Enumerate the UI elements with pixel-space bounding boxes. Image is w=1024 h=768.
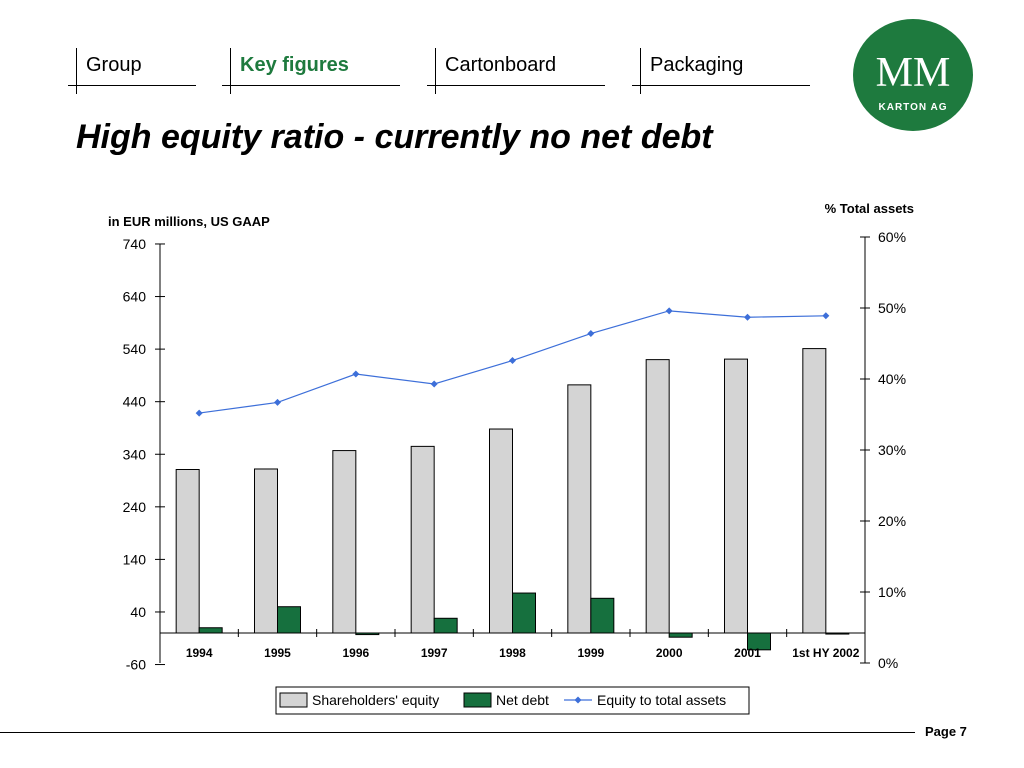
bar-equity-1999 xyxy=(567,384,592,634)
chart-bars xyxy=(175,348,850,651)
point-equity-ratio-1995 xyxy=(274,398,281,406)
bar-equity-1995 xyxy=(254,468,278,634)
y2-tick-label: 10% xyxy=(878,584,906,600)
tab-packaging[interactable]: Packaging xyxy=(632,48,810,94)
point-equity-ratio-1998 xyxy=(509,357,516,365)
y2-tick-label: 30% xyxy=(878,442,906,458)
legend-label-ratio: Equity to total assets xyxy=(597,692,726,708)
point-equity-ratio-1st-HY-2002 xyxy=(822,312,830,320)
bar-net-debt-1995 xyxy=(277,606,301,634)
y2-tick-label: 20% xyxy=(878,513,906,529)
y-tick-label: 640 xyxy=(123,289,147,305)
chart-legend: Shareholders' equity Net debt Equity to to… xyxy=(275,686,750,715)
x-tick-label: 1st HY 2002 xyxy=(792,646,859,660)
x-tick-label: 2000 xyxy=(656,646,683,660)
y-tick-label: 740 xyxy=(123,236,147,252)
y-tick-label: 140 xyxy=(123,551,147,567)
y-tick-label: 540 xyxy=(123,341,147,357)
chart-labels: -60 40 140 240 340 440 540 640 740 0% 10% 20% 30% 40%… xyxy=(108,201,914,673)
bar-equity-1st-HY-2002 xyxy=(802,348,827,634)
bar-net-debt-1996 xyxy=(355,632,380,636)
page-number: Page 7 xyxy=(925,724,967,739)
bar-equity-2000 xyxy=(645,359,670,634)
y-tick-label: 440 xyxy=(123,394,147,410)
point-equity-ratio-2001 xyxy=(744,313,751,321)
x-tick-label: 1997 xyxy=(421,646,448,660)
bar-equity-1994 xyxy=(175,469,200,634)
y2-tick-label: 0% xyxy=(878,655,898,671)
company-logo: MM KARTON AG xyxy=(853,19,973,131)
tab-key-figures[interactable]: Key figures xyxy=(222,48,400,94)
bar-net-debt-2001 xyxy=(747,632,771,651)
y2-tick-label: 60% xyxy=(878,229,906,245)
tab-group-label: Group xyxy=(86,54,142,76)
point-equity-ratio-2000 xyxy=(665,307,673,315)
bar-net-debt-1994 xyxy=(198,627,223,634)
chart-line-series xyxy=(195,307,830,417)
left-axis-label: in EUR millions, US GAAP xyxy=(108,214,270,229)
tab-key-figures-label: Key figures xyxy=(240,54,349,76)
page-title: High equity ratio - currently no net deb… xyxy=(76,118,713,156)
point-equity-ratio-1994 xyxy=(195,409,203,417)
bar-equity-1998 xyxy=(489,428,513,634)
legend-label-equity: Shareholders' equity xyxy=(312,692,439,708)
point-equity-ratio-1999 xyxy=(587,330,595,338)
x-tick-label: 1999 xyxy=(577,646,604,660)
y-tick-label: 40 xyxy=(130,604,146,620)
logo-sub-text: KARTON AG xyxy=(879,102,948,113)
x-tick-label: 1998 xyxy=(499,646,526,660)
point-equity-ratio-1996 xyxy=(352,370,360,378)
y2-tick-label: 40% xyxy=(878,371,906,387)
y-tick-label: -60 xyxy=(126,657,146,673)
bar-equity-1996 xyxy=(332,450,357,634)
y2-tick-label: 50% xyxy=(878,300,906,316)
bar-net-debt-1997 xyxy=(433,617,458,634)
tab-cartonboard[interactable]: Cartonboard xyxy=(427,48,605,94)
bar-net-debt-1st-HY-2002 xyxy=(825,632,850,635)
x-tick-label: 1994 xyxy=(186,646,213,660)
legend-swatch-net-debt xyxy=(463,692,492,708)
legend-swatch-equity xyxy=(279,692,308,708)
bar-net-debt-2000 xyxy=(668,632,693,638)
y-tick-label: 340 xyxy=(123,446,147,462)
point-equity-ratio-1997 xyxy=(430,380,438,388)
logo-main-text: MM xyxy=(876,50,951,96)
x-tick-label: 2001 xyxy=(734,646,761,660)
legend-swatch-ratio-marker xyxy=(574,696,582,704)
legend-label-net-debt: Net debt xyxy=(496,692,549,708)
bar-equity-1997 xyxy=(410,445,435,634)
y-tick-label: 240 xyxy=(123,499,147,515)
tab-cartonboard-label: Cartonboard xyxy=(445,54,557,76)
bar-net-debt-1999 xyxy=(590,597,615,634)
tab-group[interactable]: Group xyxy=(68,48,196,94)
footer-divider xyxy=(0,732,915,733)
tab-packaging-label: Packaging xyxy=(650,54,744,76)
x-tick-label: 1996 xyxy=(342,646,369,660)
bar-net-debt-1998 xyxy=(512,592,536,634)
legend-box xyxy=(275,686,750,715)
logo-circle xyxy=(853,19,973,131)
right-axis-label: % Total assets xyxy=(825,201,914,216)
x-tick-label: 1995 xyxy=(264,646,291,660)
bar-equity-2001 xyxy=(724,358,748,634)
